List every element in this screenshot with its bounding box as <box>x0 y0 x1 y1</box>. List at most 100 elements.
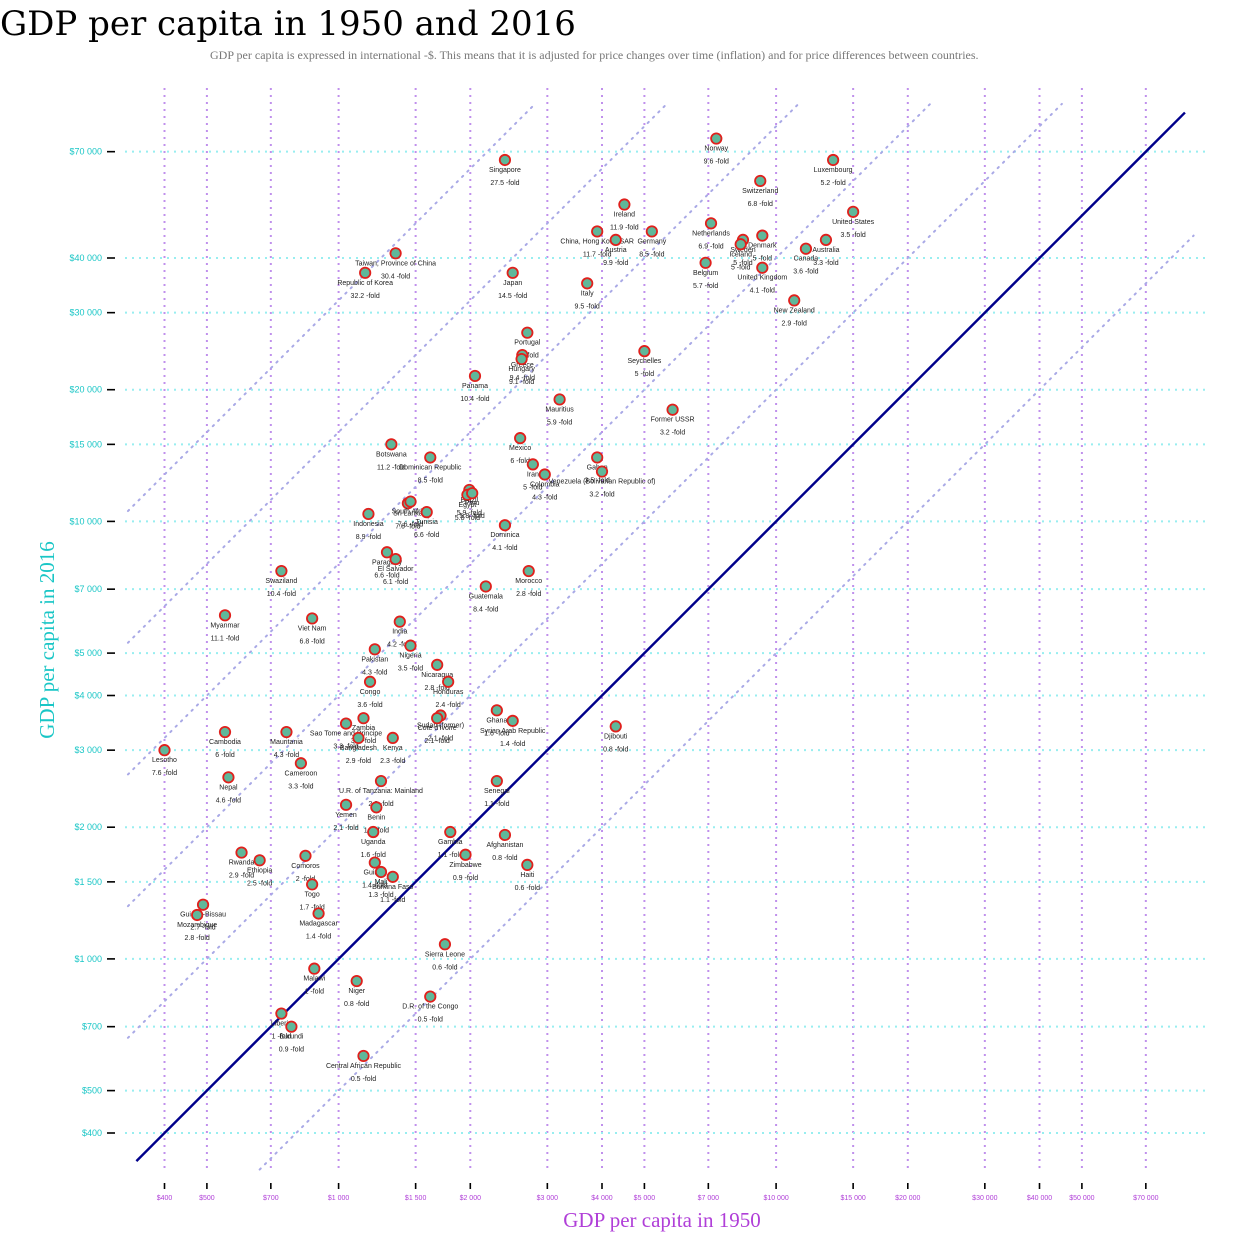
point-marker[interactable] <box>370 801 383 814</box>
point-marker[interactable] <box>404 639 417 652</box>
point-marker[interactable] <box>357 712 370 725</box>
point-marker[interactable] <box>521 858 534 872</box>
point-marker[interactable] <box>285 1020 298 1033</box>
point-marker[interactable] <box>819 233 833 246</box>
data-point-former-ussr[interactable]: Former USSR 3.2 -fold <box>651 403 695 437</box>
point-marker[interactable] <box>357 1049 370 1063</box>
point-marker[interactable] <box>359 266 372 279</box>
data-point-iran[interactable]: Iran 5 -fold <box>523 458 543 491</box>
point-marker[interactable] <box>609 720 622 733</box>
data-point-germany[interactable]: Germany 8.5 -fold <box>637 225 667 258</box>
point-marker[interactable] <box>498 519 512 532</box>
point-marker[interactable] <box>591 225 604 238</box>
point-marker[interactable] <box>431 712 444 725</box>
point-marker[interactable] <box>581 277 594 290</box>
data-point-comoros[interactable]: Comoros 2 -fold <box>291 849 320 883</box>
point-marker[interactable] <box>368 856 381 869</box>
point-marker[interactable] <box>196 898 210 911</box>
point-marker[interactable] <box>222 771 235 784</box>
point-marker[interactable] <box>788 294 801 307</box>
data-point-lesotho[interactable]: Lesotho 7.6 -fold <box>152 744 177 777</box>
point-marker[interactable] <box>368 643 381 656</box>
data-point-yemen[interactable]: Yemen 2.1 -fold <box>333 798 359 832</box>
point-marker[interactable] <box>374 865 388 879</box>
point-marker[interactable] <box>468 369 482 383</box>
data-point-syrian-arab-republic[interactable]: Syrian Arab Republic 1.4 -fold <box>480 714 546 748</box>
data-point-new-zealand[interactable]: New Zealand 2.9 -fold <box>774 294 815 327</box>
point-marker[interactable] <box>506 714 519 727</box>
point-marker[interactable] <box>299 849 312 862</box>
point-marker[interactable] <box>704 217 718 230</box>
point-marker[interactable] <box>389 553 402 566</box>
point-marker[interactable] <box>339 798 353 811</box>
point-marker[interactable] <box>827 153 840 167</box>
point-marker[interactable] <box>490 774 503 788</box>
point-marker[interactable] <box>158 744 171 757</box>
data-point-austria[interactable]: Austria 9.9 -fold <box>603 233 628 267</box>
data-point-central-african-republic[interactable]: Central African Republic 0.5 -fold <box>326 1049 402 1083</box>
point-marker[interactable] <box>466 487 479 500</box>
point-marker[interactable] <box>275 1007 288 1020</box>
data-point-djibouti[interactable]: Djibouti 0.8 -fold <box>603 720 628 753</box>
data-point-mali[interactable]: Mali 1.3 -fold <box>368 865 394 899</box>
point-marker[interactable] <box>235 846 248 859</box>
data-point-kenya[interactable]: Kenya 2.3 -fold <box>380 731 406 765</box>
point-marker[interactable] <box>404 495 417 508</box>
data-point-republic-of-korea[interactable]: Republic of Korea 32.2 -fold <box>337 266 393 300</box>
point-marker[interactable] <box>609 233 622 246</box>
point-marker[interactable] <box>442 675 455 688</box>
data-point-cameroon[interactable]: Cameroon 3.3 -fold <box>285 757 318 790</box>
data-point-sierra-leone[interactable]: Sierra Leone 0.6 -fold <box>425 938 465 971</box>
point-marker[interactable] <box>386 870 399 883</box>
data-point-uganda[interactable]: Uganda 1.6 -fold <box>361 825 386 859</box>
data-point-swaziland[interactable]: Swaziland 10.4 -fold <box>265 564 297 598</box>
data-point-guinea[interactable]: Guinea 1.4 -fold <box>362 856 388 890</box>
point-marker[interactable] <box>352 731 365 744</box>
point-marker[interactable] <box>438 938 452 951</box>
point-marker[interactable] <box>308 962 321 975</box>
point-marker[interactable] <box>799 242 813 255</box>
data-point-sao-tome-and-principe[interactable]: Sao Tome and Principe 3.3 -fold <box>310 717 382 751</box>
data-point-mozambique[interactable]: Mozambique 2.8 -fold <box>177 908 217 942</box>
data-point-cambodia[interactable]: Cambodia 6 -fold <box>209 725 241 759</box>
data-point-gambia[interactable]: Gambia 1.1 -fold <box>438 825 463 859</box>
point-marker[interactable] <box>363 675 377 688</box>
data-point-afghanistan[interactable]: Afghanistan 0.8 -fold <box>486 828 524 862</box>
data-point-south-africa[interactable]: South Africa 7.6 -fold <box>392 495 430 529</box>
data-point-cote-d-ivoire[interactable]: Cote d'Ivoire 2.1 -fold <box>418 712 457 745</box>
point-marker[interactable] <box>506 266 519 279</box>
data-point-togo[interactable]: Togo 1.7 -fold <box>299 878 325 911</box>
data-point-nepal[interactable]: Nepal 4.6 -fold <box>216 771 241 804</box>
point-marker[interactable] <box>362 507 375 521</box>
point-marker[interactable] <box>526 458 539 471</box>
data-point-liberia[interactable]: Liberia 1 -fold <box>271 1007 292 1041</box>
point-marker[interactable] <box>515 352 528 366</box>
data-point-indonesia[interactable]: Indonesia 8.9 -fold <box>353 507 384 541</box>
point-marker[interactable] <box>618 198 631 211</box>
data-point-malawi[interactable]: Malawi 1 -fold <box>303 962 326 996</box>
data-point-senegal[interactable]: Senegal 1.1 -fold <box>484 774 510 808</box>
data-point-rwanda[interactable]: Rwanda 2.9 -fold <box>229 846 255 880</box>
point-marker[interactable] <box>638 345 651 358</box>
point-marker[interactable] <box>253 854 266 867</box>
data-point-australia[interactable]: Australia 3.3 -fold <box>812 233 840 267</box>
data-point-burundi[interactable]: Burundi 0.9 -fold <box>279 1020 304 1054</box>
point-marker[interactable] <box>374 774 388 788</box>
data-point-netherlands[interactable]: Netherlands 6.9 -fold <box>692 217 730 250</box>
data-point-singapore[interactable]: Singapore 27.5 -fold <box>489 153 521 187</box>
point-marker[interactable] <box>538 468 551 481</box>
point-marker[interactable] <box>294 757 307 770</box>
point-marker[interactable] <box>498 828 512 842</box>
data-point-india[interactable]: India 4.2 -fold <box>387 615 413 649</box>
point-marker[interactable] <box>367 825 380 839</box>
point-marker[interactable] <box>498 153 512 167</box>
data-point-hungary[interactable]: Hungary 9.1 -fold <box>508 352 535 386</box>
data-point-botswana[interactable]: Botswana 11.2 -fold <box>376 438 407 471</box>
point-marker[interactable] <box>756 261 769 274</box>
point-marker[interactable] <box>847 205 860 218</box>
data-point-mexico[interactable]: Mexico 6 -fold <box>509 432 531 465</box>
data-point-niger[interactable]: Niger 0.8 -fold <box>344 974 369 1008</box>
point-marker[interactable] <box>699 256 712 269</box>
point-marker[interactable] <box>710 132 723 145</box>
point-marker[interactable] <box>275 564 288 578</box>
